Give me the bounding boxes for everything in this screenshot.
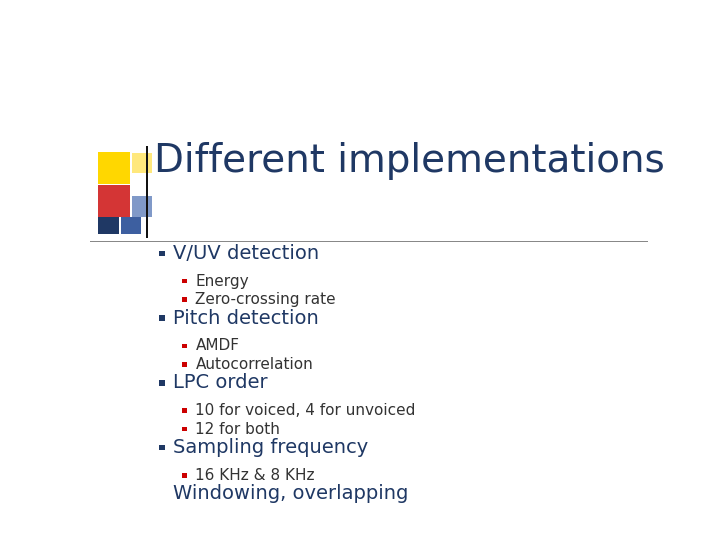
Bar — [90, 241, 648, 242]
Bar — [145, 146, 148, 238]
Text: 16 KHz & 8 KHz: 16 KHz & 8 KHz — [195, 468, 315, 483]
Bar — [159, 491, 165, 496]
Bar — [98, 185, 130, 217]
Text: Energy: Energy — [195, 274, 249, 289]
Bar — [182, 298, 187, 302]
Bar — [182, 473, 187, 477]
Bar — [182, 408, 187, 413]
Bar — [132, 195, 152, 217]
Bar — [159, 315, 165, 321]
Bar — [98, 152, 130, 184]
Bar — [182, 343, 187, 348]
Text: Autocorrelation: Autocorrelation — [195, 357, 313, 372]
Bar — [159, 445, 165, 450]
Bar — [182, 362, 187, 367]
Text: Sampling frequency: Sampling frequency — [173, 438, 368, 457]
Text: Windowing, overlapping: Windowing, overlapping — [173, 484, 408, 503]
Bar — [159, 251, 165, 256]
Text: AMDF: AMDF — [195, 339, 239, 353]
Text: Different implementations: Different implementations — [153, 142, 665, 180]
Text: 10 for voiced, 4 for unvoiced: 10 for voiced, 4 for unvoiced — [195, 403, 415, 418]
Text: 12 for both: 12 for both — [195, 422, 280, 436]
Bar — [182, 279, 187, 284]
Text: Zero-crossing rate: Zero-crossing rate — [195, 292, 336, 307]
Bar — [98, 217, 120, 234]
Text: V/UV detection: V/UV detection — [173, 244, 319, 263]
Bar — [121, 217, 141, 234]
Bar — [159, 380, 165, 386]
Text: LPC order: LPC order — [173, 373, 268, 392]
Bar — [132, 153, 152, 173]
Text: Pitch detection: Pitch detection — [173, 309, 319, 328]
Bar — [182, 427, 187, 431]
